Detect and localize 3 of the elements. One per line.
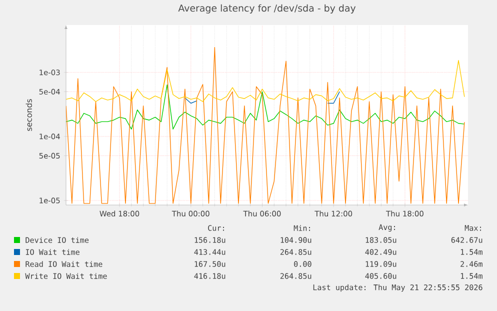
line-series [66, 60, 465, 102]
chart-title: Average latency for /dev/sda - by day [178, 4, 356, 14]
line-series [66, 84, 465, 130]
